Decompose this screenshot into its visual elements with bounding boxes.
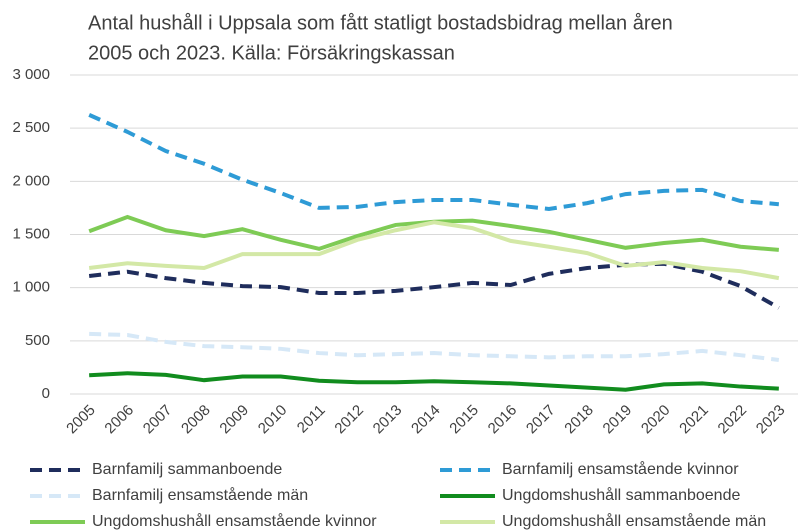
x-tick-label: 2020 <box>638 402 674 438</box>
x-tick-label: 2006 <box>101 402 137 438</box>
legend-label: Barnfamilj ensamstående män <box>92 486 308 504</box>
y-tick-label: 2 000 <box>12 172 50 189</box>
chart-title: 2005 och 2023. Källa: Försäkringskassan <box>88 42 455 64</box>
x-tick-label: 2013 <box>370 402 406 438</box>
legend-label: Ungdomshushåll sammanboende <box>502 486 740 504</box>
x-tick-label: 2019 <box>600 402 636 438</box>
legend-label: Ungdomshushåll ensamstående kvinnor <box>92 512 377 530</box>
legend-label: Ungdomshushåll ensamstående män <box>502 512 766 530</box>
y-tick-label: 500 <box>25 332 50 349</box>
y-tick-label: 0 <box>42 385 50 402</box>
x-tick-label: 2018 <box>561 402 597 438</box>
x-tick-label: 2009 <box>216 402 252 438</box>
y-tick-label: 1 500 <box>12 225 50 242</box>
x-tick-label: 2021 <box>676 402 712 438</box>
x-tick-label: 2011 <box>294 402 329 437</box>
x-tick-label: 2014 <box>408 402 444 438</box>
y-tick-label: 2 500 <box>12 119 50 136</box>
x-tick-label: 2005 <box>63 402 99 438</box>
x-tick-label: 2010 <box>255 402 291 438</box>
legend-label: Barnfamilj ensamstående kvinnor <box>502 460 739 478</box>
x-tick-label: 2016 <box>485 402 521 438</box>
x-tick-label: 2022 <box>715 402 751 438</box>
x-tick-label: 2015 <box>446 402 482 438</box>
series-line <box>89 371 779 392</box>
chart-title: Antal hushåll i Uppsala som fått statlig… <box>88 12 673 34</box>
x-tick-label: 2008 <box>178 402 214 438</box>
x-tick-label: 2012 <box>331 402 367 438</box>
series-line <box>88 261 780 310</box>
legend-label: Barnfamilj sammanboende <box>92 461 282 478</box>
x-tick-label: 2017 <box>523 402 559 438</box>
x-tick-label: 2023 <box>753 402 789 438</box>
y-tick-label: 3 000 <box>12 66 50 83</box>
x-tick-label: 2007 <box>140 402 176 438</box>
series-line <box>89 331 780 362</box>
series-line <box>88 113 780 211</box>
series-line <box>88 220 780 281</box>
y-tick-label: 1 000 <box>12 279 50 296</box>
